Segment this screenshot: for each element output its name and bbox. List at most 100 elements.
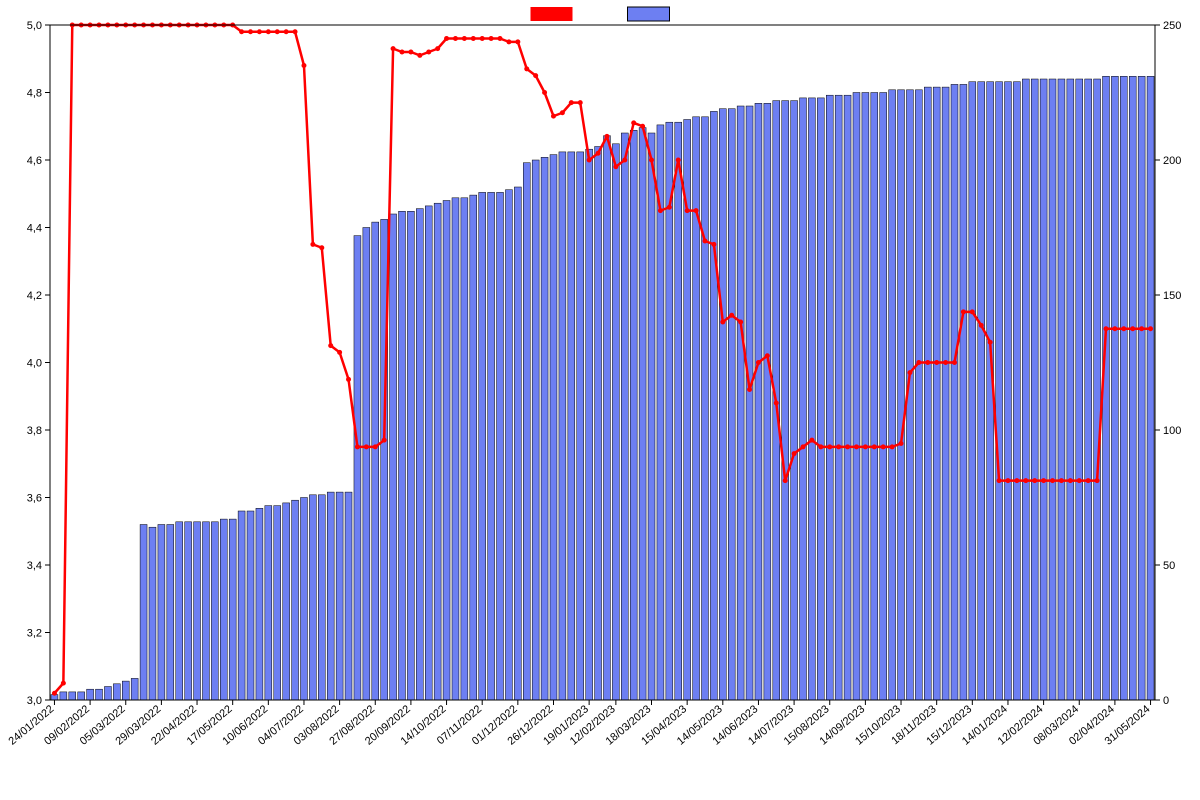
- bar: [1022, 79, 1029, 700]
- bar: [292, 500, 299, 700]
- bar: [194, 522, 201, 700]
- line-marker: [346, 377, 351, 382]
- bar: [1013, 82, 1020, 700]
- bar: [416, 209, 423, 700]
- bar: [220, 519, 227, 700]
- bar: [960, 84, 967, 700]
- line-marker: [667, 205, 672, 210]
- line-marker: [809, 438, 814, 443]
- bar: [256, 508, 263, 700]
- line-marker: [560, 110, 565, 115]
- line-marker: [801, 444, 806, 449]
- ytick-left-label: 3,4: [27, 560, 42, 572]
- line-marker: [435, 46, 440, 51]
- line-marker: [275, 29, 280, 34]
- line-marker: [480, 36, 485, 41]
- bar: [559, 152, 566, 700]
- legend-bar-swatch: [628, 7, 670, 21]
- bar: [764, 103, 771, 700]
- bar: [996, 82, 1003, 700]
- bar: [69, 692, 76, 700]
- bar: [719, 109, 726, 700]
- bar: [577, 152, 584, 700]
- line-marker: [301, 63, 306, 68]
- bar: [532, 160, 539, 700]
- bar: [951, 84, 958, 700]
- bar: [158, 525, 165, 701]
- line-marker: [569, 100, 574, 105]
- line-marker: [685, 208, 690, 213]
- line-marker: [836, 444, 841, 449]
- line-marker: [694, 208, 699, 213]
- bar: [1004, 82, 1011, 700]
- bar: [728, 109, 735, 700]
- bar: [603, 136, 610, 700]
- bar: [104, 687, 111, 701]
- bar: [1058, 79, 1065, 700]
- line-marker: [284, 29, 289, 34]
- line-marker: [711, 242, 716, 247]
- bar: [612, 144, 619, 700]
- bar: [300, 498, 307, 701]
- line-marker: [1086, 478, 1091, 483]
- bar: [871, 93, 878, 701]
- line-marker: [702, 239, 707, 244]
- line-marker: [462, 36, 467, 41]
- bar: [1147, 76, 1154, 700]
- line-marker: [533, 73, 538, 78]
- line-marker: [997, 478, 1002, 483]
- line-marker: [239, 29, 244, 34]
- line-marker: [417, 53, 422, 58]
- line-marker: [1059, 478, 1064, 483]
- line-marker: [720, 320, 725, 325]
- bar: [630, 130, 637, 700]
- bar: [60, 692, 67, 700]
- ytick-left-label: 3,0: [27, 695, 42, 707]
- line-marker: [364, 444, 369, 449]
- bar: [176, 522, 183, 700]
- bar: [407, 211, 414, 700]
- line-marker: [551, 114, 556, 119]
- line-marker: [266, 29, 271, 34]
- bar: [318, 495, 325, 700]
- bar: [1085, 79, 1092, 700]
- bar: [229, 519, 236, 700]
- ytick-right-label: 100: [1163, 425, 1181, 437]
- line-marker: [453, 36, 458, 41]
- bar: [782, 101, 789, 700]
- bar: [942, 87, 949, 700]
- line-marker: [676, 158, 681, 163]
- bar: [595, 147, 602, 701]
- bar: [880, 93, 887, 701]
- bar: [78, 692, 85, 700]
- bar: [1040, 79, 1047, 700]
- line-marker: [792, 451, 797, 456]
- bar: [461, 198, 468, 700]
- bar: [550, 155, 557, 700]
- bar: [514, 187, 521, 700]
- bar: [710, 111, 717, 700]
- bar: [131, 678, 138, 700]
- bar: [755, 103, 762, 700]
- bar: [978, 82, 985, 700]
- line-marker: [1130, 326, 1135, 331]
- line-marker: [1041, 478, 1046, 483]
- line-marker: [872, 444, 877, 449]
- bar: [327, 492, 334, 700]
- line-marker: [1023, 478, 1028, 483]
- line-marker: [649, 158, 654, 163]
- line-marker: [515, 39, 520, 44]
- legend-line-swatch: [531, 7, 573, 21]
- bar: [1067, 79, 1074, 700]
- bar: [746, 106, 753, 700]
- bar: [345, 492, 352, 700]
- line-marker: [542, 90, 547, 95]
- line-marker: [952, 360, 957, 365]
- line-marker: [756, 360, 761, 365]
- line-marker: [765, 353, 770, 358]
- line-marker: [1014, 478, 1019, 483]
- ytick-left-label: 4,0: [27, 358, 42, 370]
- bar: [122, 681, 129, 700]
- line-marker: [747, 387, 752, 392]
- bar: [149, 527, 156, 700]
